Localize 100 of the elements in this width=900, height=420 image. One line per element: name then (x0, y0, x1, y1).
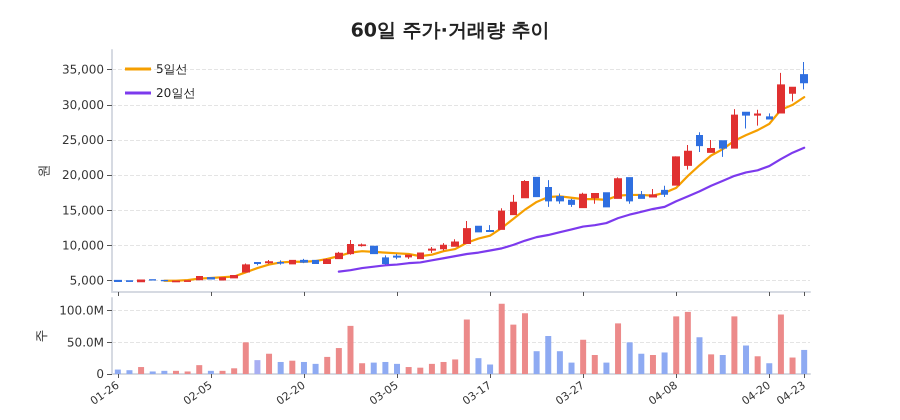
bar (336, 348, 342, 374)
candlestick (440, 242, 447, 251)
bar (196, 365, 202, 374)
bar (266, 354, 272, 374)
bar (743, 346, 750, 374)
bar (650, 355, 656, 374)
bar (242, 342, 249, 374)
bar (534, 351, 540, 374)
y-tick-label: 25,000 (62, 133, 104, 148)
candlestick (766, 112, 773, 120)
candlestick (731, 108, 738, 149)
line-series (338, 146, 806, 273)
candlestick (428, 246, 436, 254)
y-tick-label: 100.0M (59, 304, 104, 318)
bar (696, 337, 702, 374)
candlestick (382, 254, 389, 266)
bar (487, 364, 494, 374)
bar (498, 304, 505, 374)
legend-label: 5일선 (156, 62, 188, 76)
candlestick (475, 226, 482, 232)
bar (615, 323, 622, 374)
bar (440, 362, 447, 374)
candlestick (556, 193, 564, 204)
candlestick (591, 193, 599, 204)
bar (626, 342, 633, 374)
y-axis-title: 주 (34, 330, 50, 342)
candlestick (568, 198, 575, 208)
y-tick-label: 35,000 (62, 62, 104, 77)
candlestick (638, 190, 645, 199)
bar (603, 362, 610, 374)
candlestick (614, 176, 622, 199)
bar (254, 360, 260, 374)
candlestick (405, 254, 412, 260)
bar (370, 362, 377, 374)
candlestick (242, 263, 250, 274)
bar (638, 354, 644, 374)
bar (464, 320, 470, 374)
bar (766, 363, 772, 374)
candlestick (510, 194, 517, 216)
bar (556, 351, 563, 374)
bar (289, 360, 296, 374)
bar (452, 359, 458, 374)
candlestick (300, 258, 308, 264)
bar (778, 314, 784, 374)
candlestick (137, 280, 145, 282)
candlestick (486, 224, 494, 232)
candlestick (649, 188, 657, 198)
legend-label: 20일선 (156, 86, 196, 100)
candlestick (742, 112, 750, 129)
candlestick (800, 61, 808, 90)
candlestick (451, 238, 459, 247)
bar (406, 367, 412, 374)
bar (790, 358, 796, 374)
candlestick (684, 144, 692, 170)
bar (138, 367, 144, 374)
candlestick (289, 260, 296, 264)
bar (394, 364, 400, 374)
candlestick (196, 276, 203, 280)
bar (568, 362, 575, 374)
bar (545, 336, 552, 374)
candlestick (603, 192, 610, 208)
y-tick-label: 20,000 (62, 168, 104, 182)
y-axis-title: 원 (37, 164, 52, 178)
bar (208, 370, 214, 374)
candlestick (789, 86, 796, 102)
bar (673, 316, 680, 374)
bar (312, 364, 319, 374)
bar (220, 370, 226, 374)
candlestick (754, 109, 761, 126)
y-tick-label: 30,000 (62, 98, 104, 112)
bar (184, 371, 191, 374)
candlestick (277, 260, 284, 266)
bar (161, 370, 168, 374)
candlestick (417, 252, 424, 260)
candlestick (335, 251, 343, 260)
bar (126, 370, 132, 374)
candlestick (696, 132, 703, 153)
bar (592, 355, 598, 374)
bar (347, 326, 354, 374)
candlestick (498, 208, 505, 230)
candlestick (393, 254, 401, 260)
bar (731, 316, 738, 374)
bar (522, 313, 528, 374)
candlestick (265, 259, 273, 264)
candlestick (719, 140, 727, 158)
y-tick-label: 5,000 (70, 274, 104, 288)
bar (801, 350, 808, 374)
y-tick-label: 50.0M (66, 335, 104, 350)
bar (475, 358, 482, 374)
chart-title: 60일 주가·거래량 추이 (350, 20, 550, 42)
candlestick (370, 246, 378, 254)
bar (720, 355, 726, 374)
candlestick (347, 239, 354, 256)
candlestick (312, 260, 319, 264)
bar (114, 370, 121, 374)
bar (662, 352, 668, 374)
bar (382, 362, 388, 374)
candlestick (463, 220, 471, 244)
bar (754, 356, 761, 374)
bar (300, 362, 307, 374)
